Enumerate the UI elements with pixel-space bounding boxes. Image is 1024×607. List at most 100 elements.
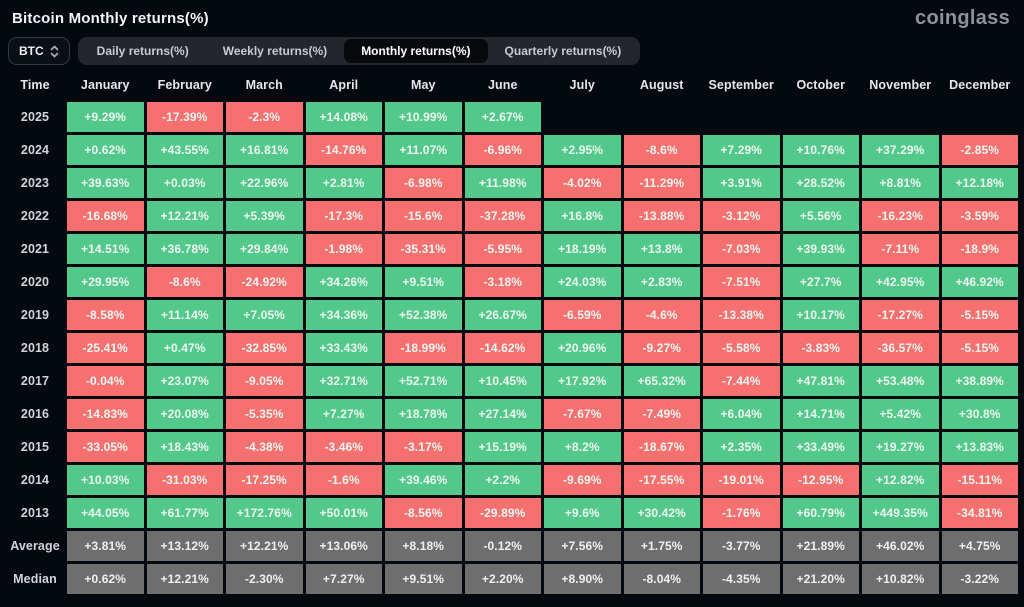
return-cell: -1.76% <box>703 498 780 528</box>
return-cell: +52.71% <box>385 366 462 396</box>
time-column-header: Time <box>20 78 50 92</box>
row-label: 2021 <box>20 242 50 256</box>
return-cell: +53.48% <box>862 366 939 396</box>
return-cell: +50.01% <box>305 498 382 528</box>
tab-monthly-returns[interactable]: Monthly returns(%) <box>344 39 488 63</box>
return-cell: -19.01% <box>703 465 780 495</box>
return-cell: +1.75% <box>623 531 700 561</box>
return-cell: -13.38% <box>703 300 780 330</box>
return-cell: -5.95% <box>464 234 541 264</box>
return-cell: -3.77% <box>703 531 780 561</box>
return-cell: +47.81% <box>782 366 859 396</box>
return-cell: +10.99% <box>385 102 462 132</box>
return-cell: -29.89% <box>464 498 541 528</box>
month-column-header: March <box>245 78 283 92</box>
return-cell: -2.3% <box>226 102 303 132</box>
month-column-header: February <box>157 78 212 92</box>
return-cell: +0.62% <box>67 564 144 594</box>
return-cell: -9.05% <box>226 366 303 396</box>
return-cell: -33.05% <box>67 432 144 462</box>
table-row: 2014 +10.03% -31.03% -17.25% -1.6% +39.46% +2.… <box>6 465 1018 495</box>
return-cell: +43.55% <box>146 135 223 165</box>
return-cell: -3.22% <box>941 564 1018 594</box>
tab-quarterly-returns[interactable]: Quarterly returns(%) <box>488 39 639 63</box>
return-cell: -5.35% <box>226 399 303 429</box>
toolbar: BTC Daily returns(%) Weekly returns(%) Mon… <box>8 36 1024 66</box>
return-cell: -16.68% <box>67 201 144 231</box>
table-row: 2022 -16.68% +12.21% +5.39% -17.3% -15.6% -37.… <box>6 201 1018 231</box>
return-cell: +27.7% <box>782 267 859 297</box>
return-cell: +38.89% <box>941 366 1018 396</box>
return-cell: -12.95% <box>782 465 859 495</box>
month-column-header: October <box>796 78 846 92</box>
return-cell: -1.98% <box>305 234 382 264</box>
return-cell: +30.42% <box>623 498 700 528</box>
row-label: 2019 <box>20 308 50 322</box>
return-cell: +9.51% <box>385 267 462 297</box>
return-cell: -15.11% <box>941 465 1018 495</box>
row-label: 2020 <box>20 275 50 289</box>
return-cell: +10.03% <box>67 465 144 495</box>
row-label: 2022 <box>20 209 50 223</box>
return-cell: +39.46% <box>385 465 462 495</box>
return-cell: +52.38% <box>385 300 462 330</box>
return-cell: +7.05% <box>226 300 303 330</box>
return-cell: -32.85% <box>226 333 303 363</box>
row-label: 2018 <box>20 341 50 355</box>
return-cell: -18.99% <box>385 333 462 363</box>
return-cell: -2.30% <box>226 564 303 594</box>
return-cell: -1.6% <box>305 465 382 495</box>
return-cell: +10.17% <box>782 300 859 330</box>
return-cell: -11.29% <box>623 168 700 198</box>
return-cell: +30.8% <box>941 399 1018 429</box>
table-row: 2025 +9.29% -17.39% -2.3% +14.08% +10.99% +2.6… <box>6 102 1018 132</box>
return-cell: +2.35% <box>703 432 780 462</box>
titlebar: Bitcoin Monthly returns(%) coinglass <box>0 0 1024 32</box>
table-row: 2018 -25.41% +0.47% -32.85% +33.43% -18.99% -1… <box>6 333 1018 363</box>
return-cell: -5.58% <box>703 333 780 363</box>
updown-icon <box>50 45 59 58</box>
empty-cell <box>544 102 621 132</box>
return-cell: -37.28% <box>464 201 541 231</box>
month-column-header: May <box>410 78 436 92</box>
tab-weekly-returns[interactable]: Weekly returns(%) <box>206 39 344 63</box>
return-cell: -2.85% <box>941 135 1018 165</box>
return-cell: +12.82% <box>862 465 939 495</box>
tab-daily-returns[interactable]: Daily returns(%) <box>80 39 206 63</box>
return-cell: -5.15% <box>941 333 1018 363</box>
return-cell: -5.15% <box>941 300 1018 330</box>
return-cell: +34.36% <box>305 300 382 330</box>
row-label: 2015 <box>20 440 50 454</box>
return-cell: +8.2% <box>544 432 621 462</box>
return-cell: +42.95% <box>862 267 939 297</box>
return-cell: -4.38% <box>226 432 303 462</box>
return-cell: +4.75% <box>941 531 1018 561</box>
return-cell: +7.27% <box>305 399 382 429</box>
month-column-header: September <box>708 78 774 92</box>
return-cell: -25.41% <box>67 333 144 363</box>
return-cell: +2.20% <box>464 564 541 594</box>
month-column-header: December <box>949 78 1011 92</box>
return-cell: -7.67% <box>544 399 621 429</box>
return-cell: +17.92% <box>544 366 621 396</box>
month-column-header: November <box>869 78 932 92</box>
return-cell: -8.04% <box>623 564 700 594</box>
return-cell: +2.2% <box>464 465 541 495</box>
row-label: 2023 <box>20 176 50 190</box>
row-label: 2014 <box>20 473 50 487</box>
return-cell: -8.58% <box>67 300 144 330</box>
row-label: 2013 <box>20 506 50 520</box>
return-cell: -7.44% <box>703 366 780 396</box>
return-cell: -13.88% <box>623 201 700 231</box>
coin-selector[interactable]: BTC <box>8 37 70 65</box>
row-label: 2016 <box>20 407 50 421</box>
return-cell: -14.83% <box>67 399 144 429</box>
return-cell: +9.29% <box>67 102 144 132</box>
return-cell: +10.82% <box>862 564 939 594</box>
return-cell: -15.6% <box>385 201 462 231</box>
empty-cell <box>783 102 860 132</box>
return-cell: +0.47% <box>146 333 223 363</box>
return-cell: +14.71% <box>782 399 859 429</box>
return-cell: -3.17% <box>385 432 462 462</box>
return-cell: +5.42% <box>862 399 939 429</box>
